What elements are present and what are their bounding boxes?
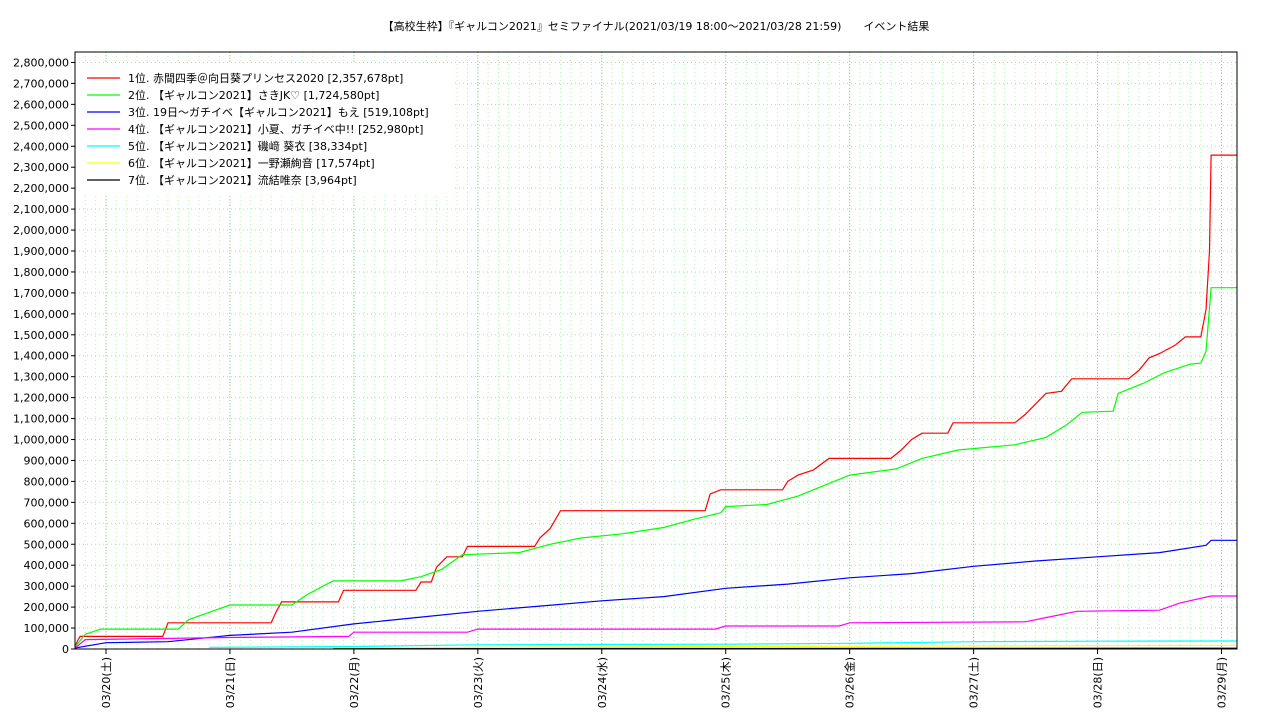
legend-label: 4位. 【ギャルコン2021】小夏、ガチイベ中!! [252,980pt] (128, 122, 423, 136)
legend-box (79, 64, 454, 194)
y-tick-label: 900,000 (24, 454, 70, 467)
y-tick-label: 300,000 (24, 580, 70, 593)
x-tick-label: 03/26(金) (843, 657, 857, 708)
y-tick-label: 2,700,000 (13, 77, 69, 90)
y-tick-label: 0 (62, 643, 69, 656)
y-tick-label: 2,800,000 (13, 56, 69, 69)
series-line-3 (74, 539, 1237, 649)
y-tick-label: 1,100,000 (13, 413, 69, 426)
series-line-5 (209, 640, 1237, 648)
y-tick-label: 1,900,000 (13, 245, 69, 258)
x-tick-label: 03/23(火) (472, 657, 485, 708)
y-tick-label: 2,300,000 (13, 161, 69, 174)
series-line-4 (74, 595, 1237, 649)
y-tick-label: 2,400,000 (13, 140, 69, 153)
y-tick-label: 700,000 (24, 496, 70, 509)
x-tick-label: 03/27(土) (968, 657, 981, 708)
y-tick-label: 2,600,000 (13, 98, 69, 111)
legend-label: 3位. 19日～ガチイベ【ギャルコン2021】もえ [519,108pt] (128, 105, 429, 119)
y-tick-label: 600,000 (24, 517, 70, 530)
y-tick-label: 1,200,000 (13, 392, 69, 405)
y-tick-label: 2,200,000 (13, 182, 69, 195)
series-line-6 (333, 644, 1237, 650)
x-tick-label: 03/20(土) (100, 657, 113, 708)
x-tick-label: 03/21(日) (224, 657, 237, 708)
y-tick-label: 100,000 (24, 622, 70, 635)
x-tick-label: 03/28(日) (1092, 657, 1105, 708)
grid (74, 52, 1237, 649)
y-tick-label: 2,000,000 (13, 224, 69, 237)
x-tick-label: 03/29(月) (1216, 657, 1229, 708)
plot-frame (74, 51, 1238, 650)
series-layer (74, 154, 1237, 650)
chart-title: 【高校生枠】『ギャルコン2021』セミファイナル(2021/03/19 18:0… (383, 19, 930, 33)
y-tick-label: 1,300,000 (13, 371, 69, 384)
y-tick-label: 1,600,000 (13, 308, 69, 321)
y-tick-label: 200,000 (24, 601, 70, 614)
legend-label: 5位. 【ギャルコン2021】磯﨑 葵衣 [38,334pt] (128, 139, 367, 153)
legend: 1位. 赤間四季＠向日葵プリンセス2020 [2,357,678pt] 2位. 【… (79, 64, 454, 194)
y-tick-label: 1,400,000 (13, 350, 69, 363)
legend-label: 7位. 【ギャルコン2021】流結唯奈 [3,964pt] (128, 173, 357, 187)
y-tick-label: 400,000 (24, 559, 70, 572)
y-tick-label: 800,000 (24, 475, 70, 488)
legend-label: 6位. 【ギャルコン2021】一野瀬絢音 [17,574pt] (128, 156, 375, 170)
legend-label: 1位. 赤間四季＠向日葵プリンセス2020 [2,357,678pt] (128, 71, 403, 85)
y-tick-label: 2,100,000 (13, 203, 69, 216)
y-tick-label: 1,500,000 (13, 329, 69, 342)
series-line-1 (74, 154, 1237, 648)
y-tick-label: 500,000 (24, 538, 70, 551)
x-tick-label: 03/22(月) (348, 657, 361, 708)
series-line-2 (74, 287, 1237, 648)
y-tick-label: 1,800,000 (13, 266, 69, 279)
y-tick-label: 1,700,000 (13, 287, 69, 300)
axes: 0 100,000 200,000 300,000 400,000 500,000 600,… (13, 51, 1238, 708)
y-tick-label: 1,000,000 (13, 434, 69, 447)
x-tick-label: 03/24(水) (596, 657, 609, 708)
x-tick-label: 03/25(木) (720, 657, 733, 708)
y-tick-label: 2,500,000 (13, 119, 69, 132)
legend-label: 2位. 【ギャルコン2021】さきJK♡ [1,724,580pt] (128, 88, 379, 102)
